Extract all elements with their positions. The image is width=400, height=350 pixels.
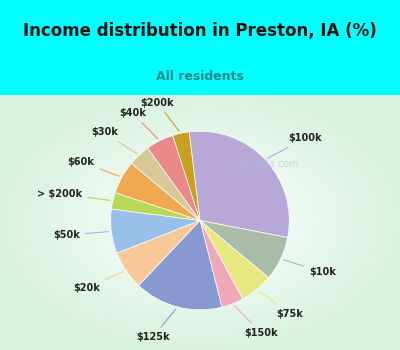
Wedge shape <box>189 131 289 238</box>
Wedge shape <box>173 132 200 220</box>
Wedge shape <box>117 220 200 285</box>
Text: $200k: $200k <box>140 98 179 131</box>
Text: City-Data.com: City-Data.com <box>230 159 300 168</box>
Wedge shape <box>148 135 200 220</box>
Text: All residents: All residents <box>156 70 244 83</box>
Text: $150k: $150k <box>234 306 278 338</box>
Text: $30k: $30k <box>91 127 137 154</box>
Wedge shape <box>200 220 288 278</box>
Text: Income distribution in Preston, IA (%): Income distribution in Preston, IA (%) <box>23 22 377 40</box>
Text: $10k: $10k <box>283 260 336 277</box>
Text: $125k: $125k <box>136 309 176 342</box>
Wedge shape <box>200 220 269 299</box>
Text: $100k: $100k <box>268 133 322 158</box>
Text: $40k: $40k <box>119 108 158 139</box>
Wedge shape <box>200 220 243 307</box>
Wedge shape <box>139 220 222 310</box>
Wedge shape <box>131 148 200 220</box>
Text: $60k: $60k <box>68 157 119 176</box>
Wedge shape <box>112 193 200 220</box>
Text: $20k: $20k <box>73 272 124 293</box>
Text: > $200k: > $200k <box>37 189 110 200</box>
Text: $50k: $50k <box>54 230 108 240</box>
Wedge shape <box>111 209 200 253</box>
Wedge shape <box>115 163 200 220</box>
Text: $75k: $75k <box>259 291 304 318</box>
